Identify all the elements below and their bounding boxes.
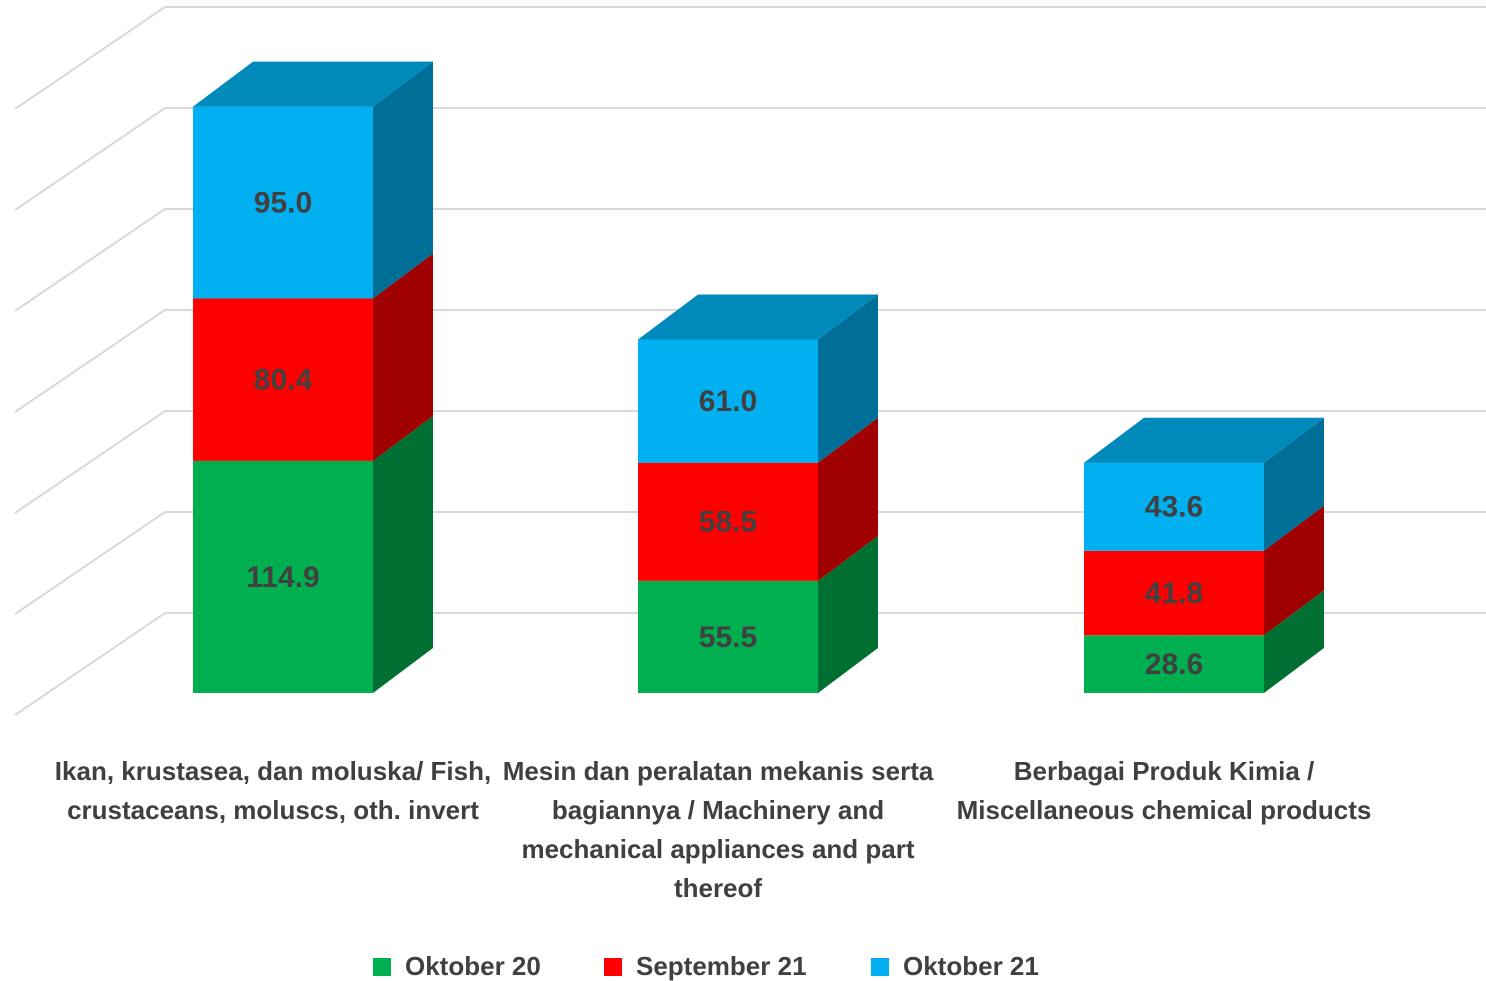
bar-segment <box>638 339 818 463</box>
bar-segment <box>193 298 373 461</box>
bar-side <box>818 535 878 693</box>
value-label: 55.5 <box>699 621 757 654</box>
legend-swatch <box>604 958 622 976</box>
bar-side <box>1264 505 1324 636</box>
bar-side <box>818 417 878 581</box>
value-label: 28.6 <box>1145 648 1203 681</box>
legend-swatch <box>373 958 391 976</box>
grid-line-side <box>14 309 166 413</box>
bar-segment <box>638 462 818 581</box>
value-label: 80.4 <box>254 364 313 397</box>
legend-label: Oktober 21 <box>903 951 1039 981</box>
bar-side <box>373 415 433 693</box>
grid-line-side <box>14 6 166 110</box>
value-label: 41.8 <box>1145 577 1203 610</box>
grid-line-side <box>14 208 166 312</box>
value-label: 61.0 <box>699 385 757 418</box>
category-label: Mesin dan peralatan mekanis serta bagian… <box>502 756 934 903</box>
grid-line-side <box>14 612 166 716</box>
bar-side <box>373 61 433 299</box>
bar-side <box>373 253 433 461</box>
bar-segment <box>1084 550 1264 636</box>
value-label: 58.5 <box>699 506 757 539</box>
bar-side <box>1264 590 1324 693</box>
category-label: Berbagai Produk Kimia / Miscellaneous ch… <box>956 756 1372 825</box>
legend-label: September 21 <box>636 951 807 981</box>
legend-label: Oktober 20 <box>405 951 541 981</box>
grid-line-side <box>14 410 166 514</box>
bar-side <box>818 294 878 463</box>
value-label: 43.6 <box>1145 491 1203 524</box>
bar-top <box>1084 417 1324 463</box>
grid-line-side <box>14 107 166 211</box>
grid-line-side <box>14 511 166 615</box>
bar-side <box>1264 417 1324 551</box>
value-label: 114.9 <box>246 561 319 594</box>
bar-segment <box>193 106 373 299</box>
bar-top <box>638 294 878 340</box>
category-label: Ikan, krustasea, dan moluska/ Fish, crus… <box>54 756 492 825</box>
bar-segment <box>1084 462 1264 551</box>
bar-segment <box>638 580 818 693</box>
legend-swatch <box>871 958 889 976</box>
value-label: 95.0 <box>254 186 312 219</box>
bar-top <box>193 61 433 107</box>
bar-segment <box>1084 635 1264 693</box>
bar-segment <box>193 460 373 693</box>
